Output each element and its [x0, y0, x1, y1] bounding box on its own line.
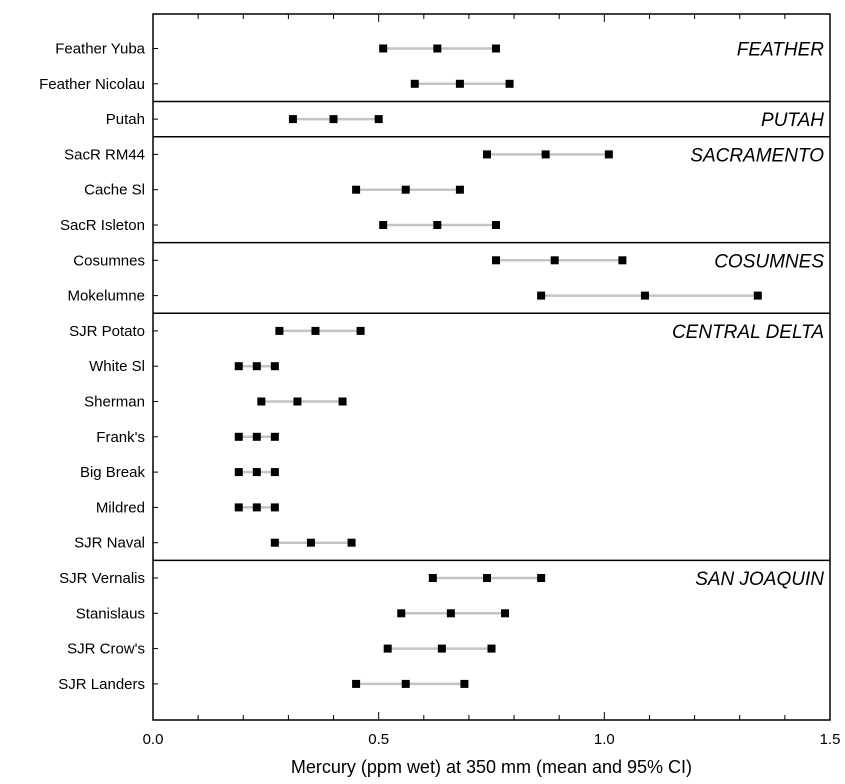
ci-high-marker — [460, 679, 469, 688]
ci-low-marker — [379, 221, 388, 229]
site-label: Feather Nicolau — [39, 76, 145, 93]
ci-low-marker — [352, 679, 361, 688]
mean-marker — [252, 362, 261, 371]
x-axis-title: Mercury (ppm wet) at 350 mm (mean and 95… — [291, 757, 692, 777]
ci-low-marker — [234, 362, 243, 371]
ci-high-marker — [501, 609, 510, 618]
region-label: CENTRAL DELTA — [672, 322, 824, 343]
ci-low-marker — [234, 468, 243, 477]
mean-marker — [640, 291, 649, 300]
x-tick-label: 1.5 — [820, 731, 841, 748]
x-tick-label: 0.0 — [143, 731, 164, 748]
mean-marker — [455, 79, 464, 88]
rows-layer: FEATHER Feather Yuba Feather Nicolau PUTAH P… — [39, 40, 824, 693]
ci-low-marker — [352, 185, 361, 194]
ci-high-marker — [537, 574, 546, 582]
site-label: Feather Yuba — [55, 41, 145, 58]
ci-low-marker — [410, 79, 419, 88]
mean-marker — [433, 221, 442, 229]
group-separators — [153, 100, 830, 562]
site-label: Cosumnes — [73, 252, 145, 269]
ci-high-marker — [618, 256, 627, 265]
mean-marker — [293, 397, 302, 406]
ci-high-marker — [492, 221, 501, 229]
ci-low-marker — [383, 644, 392, 653]
ci-high-marker — [604, 150, 613, 159]
site-label: SacR Isleton — [60, 217, 145, 234]
ci-low-marker — [234, 503, 243, 512]
ci-high-marker — [753, 291, 762, 300]
mean-marker — [252, 468, 261, 477]
site-label: SJR Crow's — [67, 641, 145, 658]
ci-low-marker — [428, 574, 437, 582]
ci-high-marker — [487, 644, 496, 653]
mean-marker — [401, 679, 410, 688]
plot-frame — [152, 13, 831, 721]
mean-marker — [437, 644, 446, 653]
region-label: COSUMNES — [714, 251, 824, 272]
site-label: SacR RM44 — [64, 146, 145, 163]
ci-low-marker — [270, 538, 279, 547]
ci-low-marker — [257, 397, 266, 406]
mean-marker — [329, 115, 338, 124]
x-tick-label: 1.0 — [594, 731, 615, 748]
site-label: White Sl — [89, 358, 145, 375]
region-label: FEATHER — [737, 40, 825, 61]
mean-marker — [433, 44, 442, 53]
site-label: Putah — [106, 111, 145, 128]
site-label: Big Break — [80, 464, 146, 481]
ci-low-marker — [397, 609, 406, 618]
x-axis: 0.0 0.5 1.0 1.5 — [143, 14, 841, 748]
mean-marker — [541, 150, 550, 159]
mean-marker — [252, 503, 261, 512]
ci-low-marker — [288, 115, 297, 124]
ci-high-marker — [505, 79, 514, 88]
ci-low-marker — [537, 291, 546, 300]
x-tick-label: 0.5 — [368, 731, 389, 748]
ci-low-marker — [379, 44, 388, 53]
site-label: SJR Landers — [58, 676, 145, 693]
site-label: Frank's — [96, 429, 145, 446]
site-label: Stanislaus — [76, 605, 145, 622]
mean-marker — [482, 574, 491, 582]
mean-marker — [311, 326, 320, 335]
mean-marker — [446, 609, 455, 618]
ci-high-marker — [492, 44, 501, 53]
ci-high-marker — [338, 397, 347, 406]
site-label: SJR Naval — [74, 535, 145, 552]
ci-high-marker — [374, 115, 383, 124]
mean-marker — [252, 432, 261, 441]
region-label: PUTAH — [761, 110, 824, 131]
region-label: SAN JOAQUIN — [695, 569, 824, 590]
ci-low-marker — [234, 432, 243, 441]
ci-high-marker — [455, 185, 464, 194]
site-label: Sherman — [84, 394, 145, 411]
site-label: Mokelumne — [67, 288, 145, 305]
region-label: SACRAMENTO — [690, 145, 824, 166]
ci-high-marker — [347, 538, 356, 547]
mean-marker — [550, 256, 559, 265]
ci-low-marker — [275, 326, 284, 335]
ci-low-marker — [482, 150, 491, 159]
mean-marker — [401, 185, 410, 194]
mean-marker — [306, 538, 315, 547]
site-label: SJR Vernalis — [59, 570, 145, 587]
ci-high-marker — [270, 468, 279, 477]
ci-high-marker — [270, 503, 279, 512]
ci-high-marker — [270, 432, 279, 441]
ci-high-marker — [270, 362, 279, 371]
site-label: Cache Sl — [84, 182, 145, 199]
site-label: SJR Potato — [69, 323, 145, 340]
ci-low-marker — [492, 256, 501, 265]
site-label: Mildred — [96, 499, 145, 516]
ci-high-marker — [356, 326, 365, 335]
